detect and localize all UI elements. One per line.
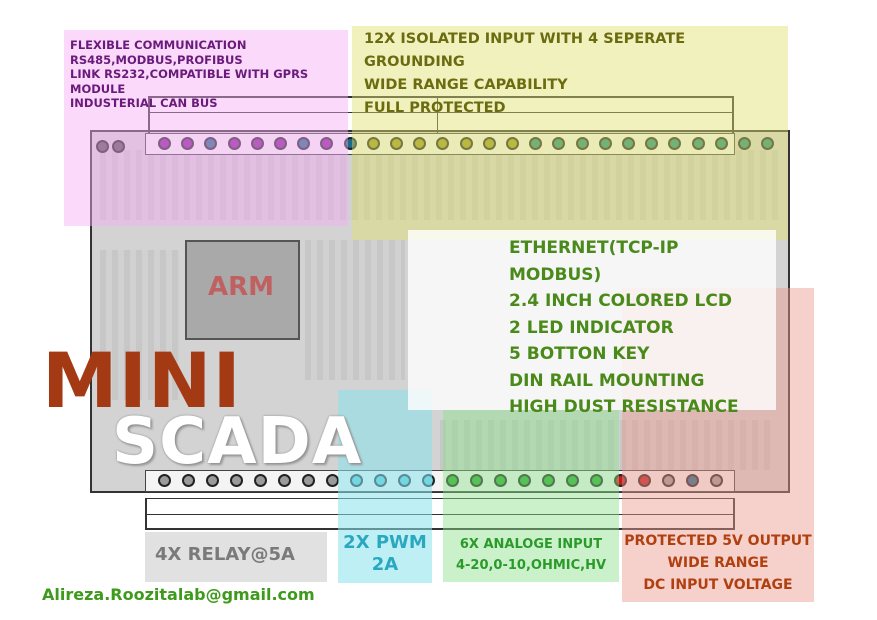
pcb-component-area-top [100, 150, 780, 220]
terminal-pin [230, 474, 243, 487]
terminal-pin [598, 137, 612, 150]
communication-line: LINK RS232,COMPATIBLE WITH GPRS MODULE [70, 67, 309, 96]
isolated-input-line: WIDE RANGE CAPABILITY [364, 77, 568, 93]
terminal-pin [662, 474, 675, 487]
terminal-pin [302, 474, 315, 487]
terminal-pin [459, 137, 473, 150]
terminal-pin [250, 137, 264, 150]
pwm-box [338, 390, 432, 583]
terminal-pin [668, 137, 682, 150]
terminal-pin [710, 474, 723, 487]
terminal-pin [691, 137, 705, 150]
terminal-pin [274, 137, 287, 150]
terminal-pin [714, 137, 728, 150]
terminal-pin [761, 137, 775, 150]
analog-line: 6X ANALOGE INPUT [459, 537, 603, 552]
terminal-pin [446, 474, 459, 487]
pcb-component-area-left [100, 250, 180, 400]
power-label: PROTECTED 5V OUTPUT WIDE RANGE DC INPUT … [622, 530, 814, 596]
communication-line: FLEXIBLE COMMUNICATION [70, 38, 247, 52]
feature-line: HIGH DUST RESISTANCE [509, 397, 739, 417]
pwm-label: 2X PWM 2A [338, 532, 432, 576]
isolated-input-box: 12X ISOLATED INPUT WITH 4 SEPERATE GROUN… [352, 26, 788, 240]
footer-frame-top [145, 498, 735, 499]
jumper-icon [96, 138, 125, 157]
isolated-input-line: FULL PROTECTED [364, 100, 506, 116]
footer-frame-right [733, 498, 735, 530]
title-sub: SCADA [112, 405, 363, 479]
communication-box: FLEXIBLE COMMUNICATION RS485,MODBUS,PROF… [64, 30, 348, 226]
feature-line: DIN RAIL MOUNTING [509, 370, 705, 391]
terminal-pin [206, 474, 219, 487]
analog-line: 4-20,0-10,OHMIC,HV [455, 558, 607, 573]
power-line: DC INPUT VOLTAGE [643, 577, 793, 593]
power-line: WIDE RANGE [667, 555, 769, 571]
footer-frame-bottom [145, 528, 735, 530]
header-frame-right [732, 96, 734, 136]
terminal-pin [575, 137, 589, 150]
pcb-component-area-bottom [440, 420, 770, 470]
terminal-pin [470, 474, 483, 487]
analog-box [443, 410, 619, 582]
terminal-pin [181, 137, 195, 150]
terminal-pin [366, 137, 380, 150]
terminal-pin [738, 137, 751, 150]
terminal-pin [297, 137, 311, 150]
header-divider [437, 96, 438, 136]
arm-chip [185, 240, 300, 340]
relay-box: 4X RELAY@5A [145, 532, 327, 582]
bottom-terminal-strip [145, 470, 735, 492]
author-email: Alireza.Roozitalab@gmail.com [42, 585, 315, 604]
feature-line: 2.4 INCH COLORED LCD [509, 291, 732, 311]
terminal-pin [638, 474, 651, 487]
terminal-pin [542, 474, 555, 487]
terminal-pin [552, 137, 566, 150]
pwm-line: 2X PWM [343, 532, 427, 553]
relay-label: 4X RELAY@5A [155, 544, 295, 565]
terminal-pin [482, 137, 496, 150]
terminal-pin [622, 137, 635, 150]
terminal-pin [343, 137, 357, 150]
terminal-pin [254, 474, 267, 487]
terminal-pin [506, 137, 519, 150]
footer-frame-left [145, 498, 147, 530]
terminal-pin [436, 137, 450, 150]
terminal-pin [390, 137, 403, 150]
header-frame-top [148, 96, 733, 98]
pcb-component-area-mid [305, 240, 405, 380]
feature-line: 2 LED INDICATOR [509, 317, 674, 338]
terminal-pin [529, 137, 543, 150]
footer-frame-mid [145, 514, 735, 515]
features-box: ETHERNET(TCP-IP MODBUS) 2.4 INCH COLORED… [408, 230, 776, 417]
terminal-pin [182, 474, 195, 487]
communication-line: INDUSTERIAL CAN BUS [70, 96, 218, 110]
terminal-pin [320, 137, 334, 150]
power-line: PROTECTED 5V OUTPUT [624, 533, 812, 549]
terminal-pin [227, 137, 241, 150]
processor-label: ARM [208, 272, 275, 302]
terminal-pin [413, 137, 427, 150]
pwm-line: 2A [371, 554, 399, 575]
communication-line: RS485,MODBUS,PROFIBUS [70, 52, 243, 67]
top-pin-row [158, 137, 775, 151]
isolated-input-line: 12X ISOLATED INPUT WITH 4 SEPERATE GROUN… [364, 31, 686, 70]
header-frame-mid [148, 112, 733, 113]
title-main: MINI [42, 336, 242, 425]
terminal-pin [518, 474, 531, 487]
terminal-pin [686, 474, 699, 487]
terminal-pin [645, 137, 659, 150]
terminal-pin [158, 474, 171, 487]
analog-label: 6X ANALOGE INPUT 4-20,0-10,OHMIC,HV [443, 534, 619, 576]
feature-line: 5 BOTTON KEY [509, 344, 650, 364]
terminal-pin [494, 474, 507, 487]
terminal-pin [278, 474, 291, 487]
terminal-pin [566, 474, 579, 487]
terminal-pin [158, 137, 171, 150]
feature-line: ETHERNET(TCP-IP MODBUS) [509, 238, 679, 285]
terminal-pin [204, 137, 218, 150]
terminal-pin [614, 474, 627, 487]
header-frame-left [148, 96, 150, 136]
terminal-pin [590, 474, 603, 487]
